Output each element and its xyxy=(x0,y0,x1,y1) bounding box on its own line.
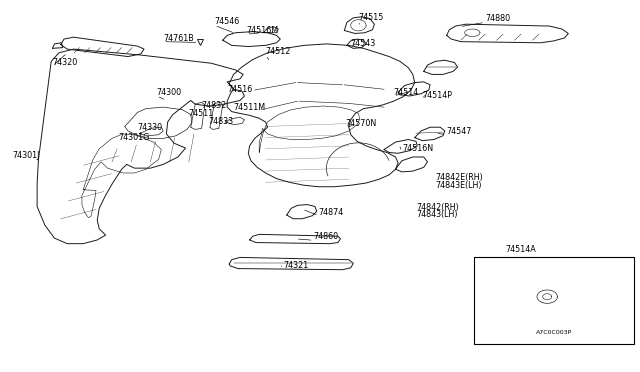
Text: 74320: 74320 xyxy=(52,58,77,67)
Text: 74833: 74833 xyxy=(208,118,233,126)
Text: 74516: 74516 xyxy=(227,85,252,94)
Text: 74543: 74543 xyxy=(351,39,376,48)
Text: 74570N: 74570N xyxy=(346,119,377,128)
Text: 74512: 74512 xyxy=(266,47,291,56)
Text: 74842E(RH): 74842E(RH) xyxy=(435,173,483,182)
Text: 74514: 74514 xyxy=(394,88,419,97)
Text: 74515: 74515 xyxy=(358,13,384,22)
Text: 74511M: 74511M xyxy=(234,103,266,112)
Text: 74516N: 74516N xyxy=(402,144,433,153)
Text: 74321: 74321 xyxy=(283,261,308,270)
Text: 74842(RH): 74842(RH) xyxy=(416,203,459,212)
Text: 74546: 74546 xyxy=(214,17,239,26)
Text: 74300: 74300 xyxy=(157,88,182,97)
Text: 74514A: 74514A xyxy=(506,245,536,254)
Text: 74880: 74880 xyxy=(485,14,510,23)
Text: 74843(LH): 74843(LH) xyxy=(416,211,458,219)
Text: 74874: 74874 xyxy=(319,208,344,217)
Text: 74514P: 74514P xyxy=(422,92,452,100)
Text: 74301G: 74301G xyxy=(118,133,150,142)
Text: 74761B: 74761B xyxy=(163,34,194,43)
Text: 74843E(LH): 74843E(LH) xyxy=(435,181,482,190)
Text: 74301J: 74301J xyxy=(13,151,40,160)
Bar xyxy=(474,257,634,344)
Text: A7C0C003P: A7C0C003P xyxy=(536,330,572,335)
Text: 74547: 74547 xyxy=(447,127,472,136)
Text: 74511: 74511 xyxy=(189,109,214,118)
Text: 74516M: 74516M xyxy=(246,26,278,35)
Text: 74330: 74330 xyxy=(138,123,163,132)
Text: 74860: 74860 xyxy=(314,232,339,241)
Text: 74832: 74832 xyxy=(202,101,227,110)
